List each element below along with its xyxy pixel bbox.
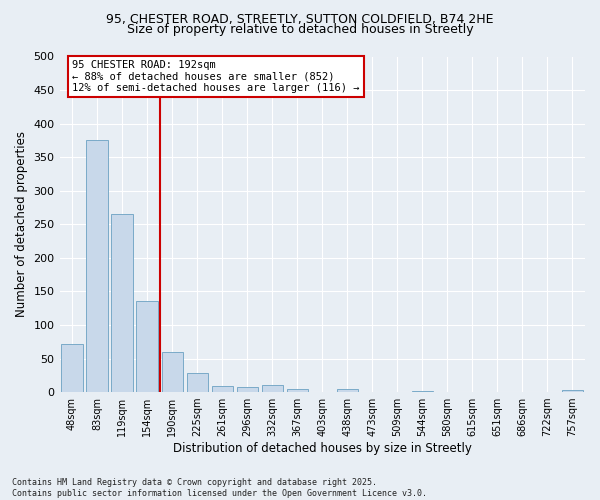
Text: Contains HM Land Registry data © Crown copyright and database right 2025.
Contai: Contains HM Land Registry data © Crown c… bbox=[12, 478, 427, 498]
Bar bbox=[212, 386, 233, 392]
Bar bbox=[161, 352, 183, 392]
Bar bbox=[86, 140, 108, 392]
Bar bbox=[112, 214, 133, 392]
Bar bbox=[136, 302, 158, 392]
Bar bbox=[187, 374, 208, 392]
Text: 95 CHESTER ROAD: 192sqm
← 88% of detached houses are smaller (852)
12% of semi-d: 95 CHESTER ROAD: 192sqm ← 88% of detache… bbox=[72, 60, 359, 93]
Bar bbox=[287, 388, 308, 392]
Bar bbox=[562, 390, 583, 392]
Y-axis label: Number of detached properties: Number of detached properties bbox=[15, 132, 28, 318]
Bar bbox=[337, 388, 358, 392]
Text: Size of property relative to detached houses in Streetly: Size of property relative to detached ho… bbox=[127, 22, 473, 36]
Bar bbox=[61, 344, 83, 392]
Bar bbox=[262, 386, 283, 392]
X-axis label: Distribution of detached houses by size in Streetly: Distribution of detached houses by size … bbox=[173, 442, 472, 455]
Bar bbox=[236, 386, 258, 392]
Text: 95, CHESTER ROAD, STREETLY, SUTTON COLDFIELD, B74 2HE: 95, CHESTER ROAD, STREETLY, SUTTON COLDF… bbox=[106, 12, 494, 26]
